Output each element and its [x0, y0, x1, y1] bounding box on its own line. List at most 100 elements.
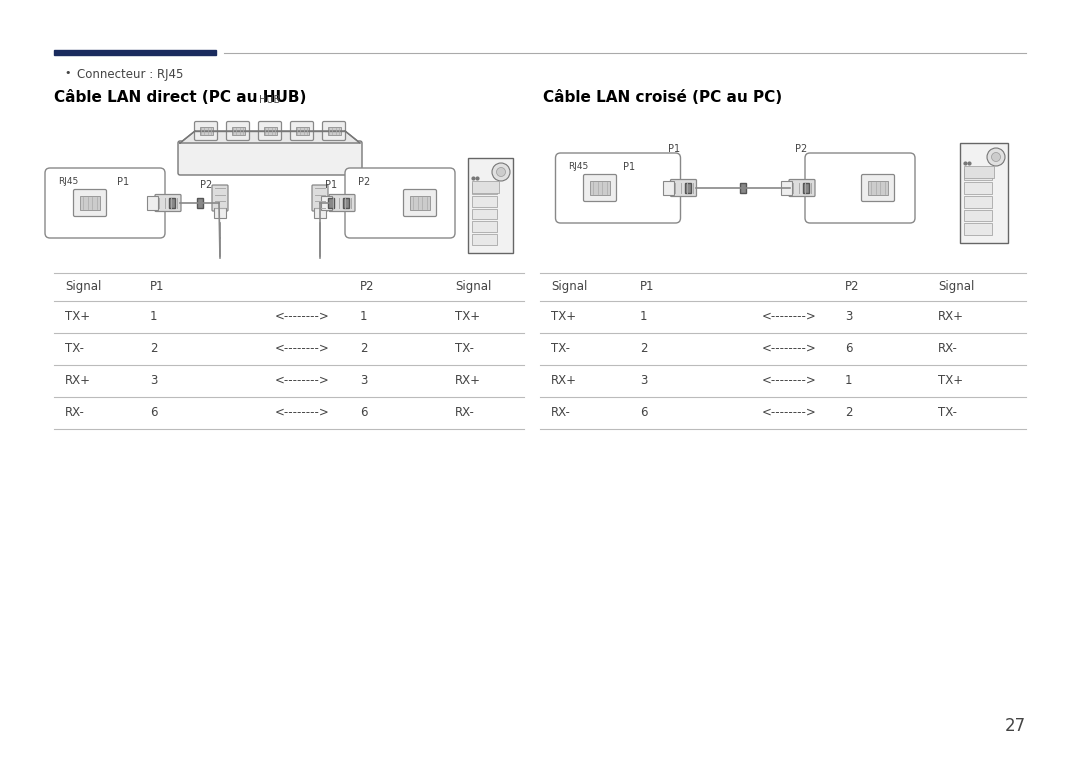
- Text: 1: 1: [845, 374, 852, 387]
- FancyBboxPatch shape: [194, 121, 217, 140]
- Text: <-------->: <-------->: [275, 374, 329, 387]
- Text: Câble LAN croisé (PC au PC): Câble LAN croisé (PC au PC): [543, 90, 782, 105]
- Bar: [200, 127, 213, 135]
- Bar: [231, 127, 244, 135]
- Text: 6: 6: [360, 406, 367, 419]
- Bar: [80, 196, 99, 210]
- FancyBboxPatch shape: [345, 168, 455, 238]
- Text: 3: 3: [150, 374, 158, 387]
- Text: TX+: TX+: [455, 310, 481, 323]
- Bar: [663, 182, 674, 195]
- Bar: [472, 208, 497, 219]
- FancyBboxPatch shape: [45, 168, 165, 238]
- Bar: [327, 127, 340, 135]
- Bar: [168, 198, 175, 208]
- Bar: [321, 196, 332, 210]
- FancyBboxPatch shape: [805, 153, 915, 223]
- Text: P1: P1: [669, 144, 680, 154]
- Text: 2: 2: [845, 406, 852, 419]
- Bar: [472, 183, 497, 194]
- Circle shape: [987, 148, 1005, 166]
- Text: TX-: TX-: [551, 342, 570, 355]
- Bar: [468, 158, 513, 253]
- Text: P2: P2: [200, 180, 213, 190]
- Bar: [313, 208, 326, 217]
- Bar: [328, 198, 334, 208]
- Text: P2: P2: [845, 280, 860, 293]
- FancyBboxPatch shape: [404, 189, 436, 217]
- FancyBboxPatch shape: [212, 185, 228, 211]
- Text: Signal: Signal: [455, 280, 491, 293]
- Text: 6: 6: [150, 406, 158, 419]
- Text: 1: 1: [360, 310, 367, 323]
- Text: Connecteur : RJ45: Connecteur : RJ45: [77, 68, 184, 81]
- Text: <-------->: <-------->: [762, 406, 816, 419]
- Text: Signal: Signal: [939, 280, 974, 293]
- Text: 27: 27: [1004, 717, 1026, 735]
- Text: TX+: TX+: [65, 310, 90, 323]
- Text: P1: P1: [325, 180, 337, 190]
- Text: P2: P2: [795, 144, 807, 154]
- Bar: [410, 196, 430, 210]
- Text: TX+: TX+: [939, 374, 963, 387]
- FancyBboxPatch shape: [789, 179, 815, 197]
- Text: Signal: Signal: [65, 280, 102, 293]
- Text: <-------->: <-------->: [275, 342, 329, 355]
- Text: P1: P1: [640, 280, 654, 293]
- Bar: [964, 196, 993, 208]
- FancyBboxPatch shape: [323, 121, 346, 140]
- Bar: [964, 182, 993, 194]
- FancyBboxPatch shape: [329, 195, 355, 211]
- Bar: [343, 198, 349, 208]
- Bar: [54, 50, 216, 55]
- Text: 6: 6: [640, 406, 648, 419]
- Text: 1: 1: [640, 310, 648, 323]
- Bar: [804, 183, 809, 193]
- FancyBboxPatch shape: [583, 175, 617, 201]
- Text: P2: P2: [357, 177, 370, 187]
- Text: <-------->: <-------->: [275, 310, 329, 323]
- Text: <-------->: <-------->: [275, 406, 329, 419]
- Bar: [147, 196, 158, 210]
- Bar: [197, 198, 203, 208]
- Text: RX-: RX-: [455, 406, 475, 419]
- Text: TX-: TX-: [939, 406, 957, 419]
- Bar: [296, 127, 309, 135]
- Bar: [472, 234, 497, 245]
- FancyBboxPatch shape: [227, 121, 249, 140]
- Bar: [264, 127, 276, 135]
- FancyBboxPatch shape: [671, 179, 697, 197]
- Bar: [685, 183, 690, 193]
- Bar: [781, 182, 792, 195]
- Bar: [214, 208, 227, 217]
- Text: 3: 3: [360, 374, 367, 387]
- Bar: [960, 143, 1008, 243]
- Bar: [964, 169, 993, 180]
- Text: P2: P2: [360, 280, 375, 293]
- FancyBboxPatch shape: [156, 195, 181, 211]
- Circle shape: [497, 168, 505, 176]
- Text: Signal: Signal: [551, 280, 588, 293]
- Circle shape: [991, 153, 1000, 162]
- Bar: [964, 166, 994, 178]
- Text: RX+: RX+: [455, 374, 481, 387]
- Text: <-------->: <-------->: [762, 374, 816, 387]
- Polygon shape: [180, 131, 360, 143]
- Text: P1: P1: [150, 280, 164, 293]
- Bar: [591, 182, 610, 195]
- Text: RX+: RX+: [939, 310, 964, 323]
- Text: TX+: TX+: [551, 310, 576, 323]
- Bar: [964, 224, 993, 235]
- FancyBboxPatch shape: [178, 141, 362, 175]
- Text: 3: 3: [845, 310, 852, 323]
- Circle shape: [492, 163, 510, 181]
- Text: TX-: TX-: [455, 342, 474, 355]
- Bar: [868, 182, 888, 195]
- Text: RX+: RX+: [65, 374, 91, 387]
- Text: Câble LAN direct (PC au HUB): Câble LAN direct (PC au HUB): [54, 90, 307, 105]
- Text: •: •: [64, 68, 70, 78]
- Text: 3: 3: [640, 374, 647, 387]
- Text: RJ45: RJ45: [568, 162, 589, 171]
- Text: <-------->: <-------->: [762, 342, 816, 355]
- Text: RJ45: RJ45: [58, 177, 78, 186]
